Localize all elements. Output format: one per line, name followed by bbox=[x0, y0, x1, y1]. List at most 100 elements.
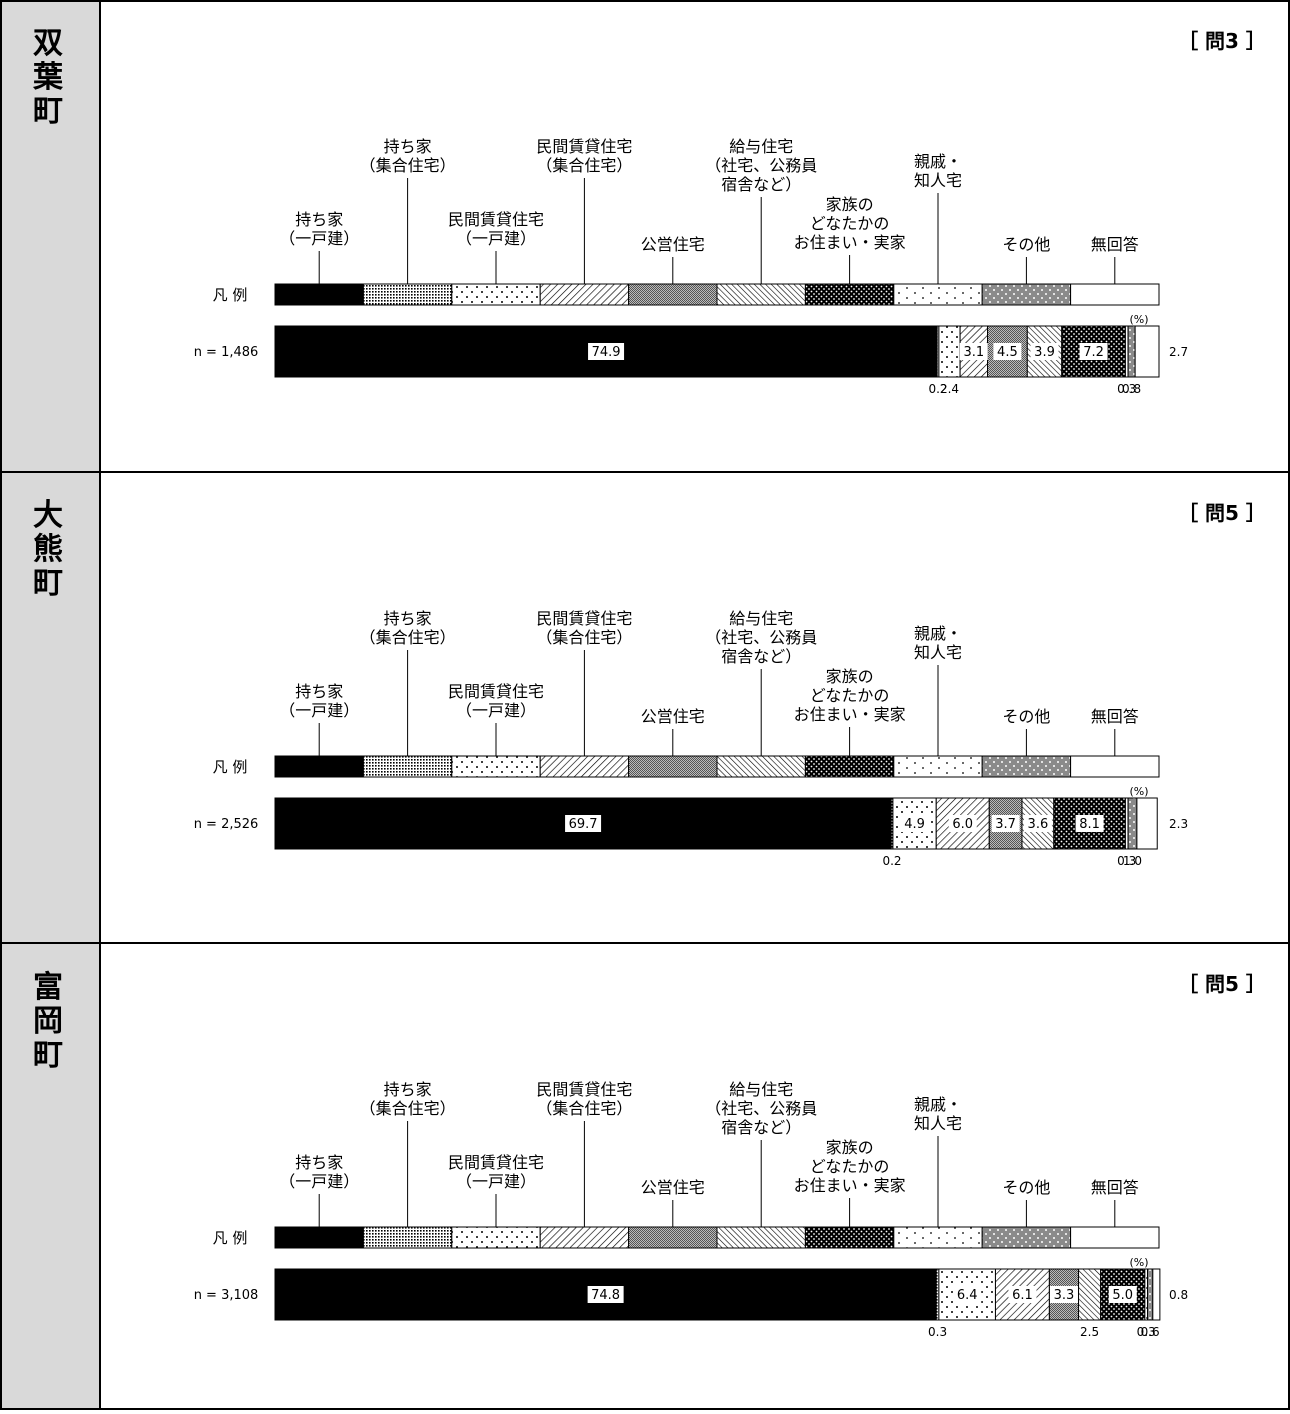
data-label-7: 5.0 bbox=[1112, 1288, 1133, 1303]
data-label-box bbox=[1008, 1286, 1037, 1303]
data-label-box bbox=[565, 815, 602, 832]
town-char: 岡 bbox=[33, 1004, 63, 1039]
legend-swatch-1 bbox=[274, 755, 364, 778]
legend-label-line: 給与住宅 bbox=[729, 609, 793, 628]
legend-label-line: （社宅、公務員 bbox=[705, 628, 817, 647]
legend-label-line: 持ち家 bbox=[384, 609, 432, 628]
legend-label-line: 民間賃貸住宅 bbox=[448, 1153, 544, 1172]
legend-label-line: （一戸建） bbox=[456, 229, 536, 248]
legend-label-line: 持ち家 bbox=[295, 682, 343, 701]
legend-swatch-7 bbox=[804, 1226, 895, 1249]
legend-label-line: （集合住宅） bbox=[536, 156, 632, 175]
data-label-7: 7.2 bbox=[1083, 345, 1104, 360]
legend-swatch-9 bbox=[981, 283, 1072, 306]
data-label-box bbox=[953, 1286, 982, 1303]
legend-title: 凡 例 bbox=[213, 1229, 248, 1247]
town-char: 大 bbox=[33, 498, 63, 533]
legend-label-line: 民間賃貸住宅 bbox=[536, 1080, 632, 1099]
legend-label-line: 無回答 bbox=[1091, 235, 1139, 254]
town-char: 葉 bbox=[32, 60, 64, 95]
legend-label-line: （集合住宅） bbox=[360, 1099, 456, 1118]
legend-label-line: 持ち家 bbox=[384, 1080, 432, 1099]
data-label-6: 3.9 bbox=[1034, 345, 1055, 360]
data-label-10: 2.3 bbox=[1169, 817, 1188, 831]
data-label-box bbox=[1023, 815, 1052, 832]
town-char: 町 bbox=[33, 94, 63, 129]
legend-swatch-2 bbox=[362, 755, 453, 778]
legend-label-line: 公営住宅 bbox=[641, 235, 705, 254]
question-label: ［ 問5 ］ bbox=[1178, 501, 1266, 525]
legend-label-line: 親戚・ bbox=[914, 1095, 962, 1114]
legend-label-line: （一戸建） bbox=[456, 701, 536, 720]
legend-swatch-6 bbox=[716, 283, 806, 306]
legend-label-line: 知人宅 bbox=[914, 643, 962, 662]
legend-label-line: 無回答 bbox=[1091, 1178, 1139, 1197]
legend-label-line: 家族の bbox=[826, 1138, 874, 1157]
legend-label-line: 持ち家 bbox=[295, 210, 343, 229]
legend-label-line: 宿舎など） bbox=[721, 175, 801, 194]
data-label-box bbox=[991, 815, 1020, 832]
legend-label-line: 持ち家 bbox=[384, 137, 432, 156]
legend-swatch-2 bbox=[362, 1226, 453, 1249]
legend-label-line: （一戸建） bbox=[279, 1172, 359, 1191]
sample-size-label: n = 1,486 bbox=[194, 345, 259, 360]
legend-label-line: 公営住宅 bbox=[641, 707, 705, 726]
legend-swatch-10 bbox=[1070, 283, 1160, 306]
legend-label-line: 給与住宅 bbox=[729, 137, 793, 156]
legend-label-line: その他 bbox=[1002, 707, 1050, 726]
data-label-1: 69.7 bbox=[569, 817, 598, 832]
data-label-box bbox=[1075, 815, 1104, 832]
data-label-5: 3.3 bbox=[1054, 1288, 1075, 1303]
sample-size-label: n = 2,526 bbox=[194, 817, 259, 832]
data-label-box bbox=[1049, 1286, 1078, 1303]
percent-mark: (%) bbox=[1129, 785, 1148, 798]
data-label-10: 0.8 bbox=[1169, 1288, 1188, 1302]
legend-swatch-8 bbox=[893, 755, 983, 778]
legend-label-line: 知人宅 bbox=[914, 1114, 962, 1133]
legend-label-line: どなたかの bbox=[810, 686, 890, 705]
legend-label-line: （集合住宅） bbox=[360, 156, 456, 175]
legend-label-line: 親戚・ bbox=[914, 624, 962, 643]
legend-label-line: （一戸建） bbox=[279, 229, 359, 248]
town-char: 町 bbox=[33, 566, 63, 601]
data-label-8: 0.3 bbox=[1117, 382, 1136, 396]
data-label-box bbox=[588, 343, 625, 360]
legend-swatch-3 bbox=[451, 283, 541, 306]
legend-label-line: どなたかの bbox=[810, 1157, 890, 1176]
legend-swatch-5 bbox=[628, 1226, 718, 1249]
legend-label-line: お住まい・実家 bbox=[794, 1176, 906, 1195]
legend-label-line: 親戚・ bbox=[914, 152, 962, 171]
legend-label-line: （集合住宅） bbox=[536, 1099, 632, 1118]
town-label-3: 富 岡 町 bbox=[33, 970, 63, 1073]
percent-mark: (%) bbox=[1129, 1256, 1148, 1269]
chart-panel-1: ［ 問3 ］持ち家（一戸建）持ち家（集合住宅）民間賃貸住宅（一戸建）民間賃貸住宅… bbox=[194, 29, 1266, 396]
bar-segment-9 bbox=[1127, 797, 1138, 850]
question-label: ［ 問3 ］ bbox=[1178, 29, 1266, 53]
data-label-box bbox=[1079, 343, 1108, 360]
legend-label-line: （集合住宅） bbox=[360, 628, 456, 647]
question-label: ［ 問5 ］ bbox=[1178, 972, 1266, 996]
legend-swatch-10 bbox=[1070, 1226, 1160, 1249]
bar-segment-10 bbox=[1136, 797, 1158, 850]
legend-swatch-10 bbox=[1070, 755, 1160, 778]
legend-label-line: （一戸建） bbox=[279, 701, 359, 720]
legend-label-line: 給与住宅 bbox=[729, 1080, 793, 1099]
legend-swatch-7 bbox=[804, 755, 895, 778]
data-label-7: 8.1 bbox=[1079, 817, 1100, 832]
data-label-9: 0.6 bbox=[1141, 1325, 1160, 1339]
legend-label-line: 民間賃貸住宅 bbox=[536, 137, 632, 156]
legend-swatch-5 bbox=[628, 755, 718, 778]
legend-swatch-5 bbox=[628, 283, 718, 306]
legend-swatch-8 bbox=[893, 1226, 983, 1249]
data-label-box bbox=[1108, 1286, 1137, 1303]
data-label-8: 0.3 bbox=[1137, 1325, 1156, 1339]
data-label-1: 74.9 bbox=[592, 345, 621, 360]
town-char: 熊 bbox=[33, 532, 63, 567]
town-label-1: 双 葉 町 bbox=[32, 26, 64, 129]
legend-label-line: 知人宅 bbox=[914, 171, 962, 190]
data-label-box bbox=[948, 815, 977, 832]
data-label-1: 74.8 bbox=[591, 1288, 620, 1303]
town-char: 町 bbox=[33, 1038, 63, 1073]
